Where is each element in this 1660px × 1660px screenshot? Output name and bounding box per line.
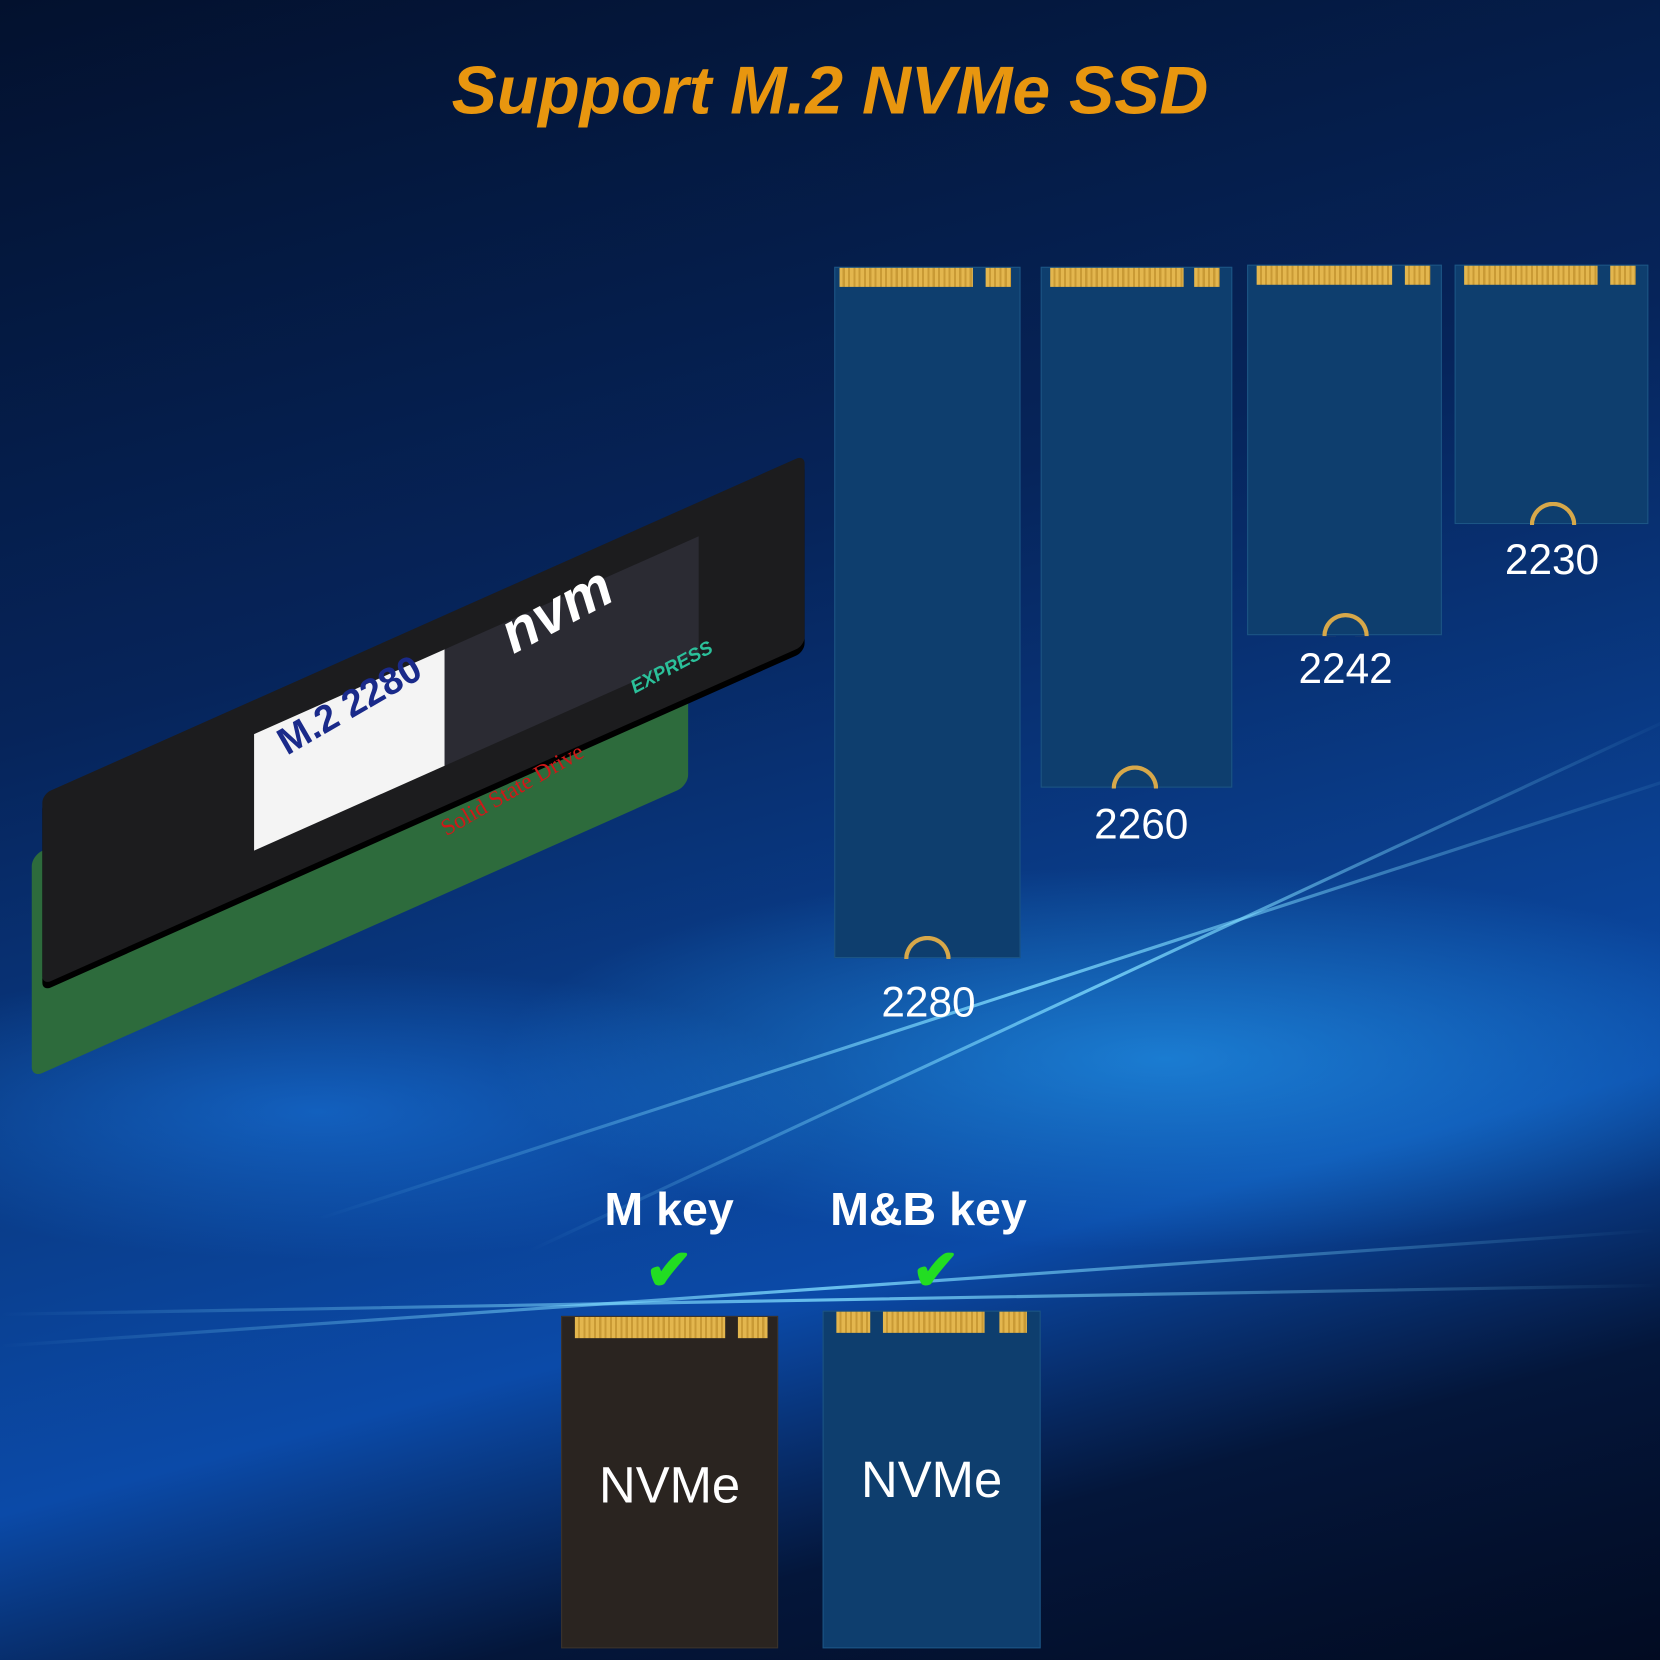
product-photo: M.2 2280 Solid State Drive nvm EXPRESS [11,454,826,1078]
check-icon: ✔ [645,1238,694,1303]
screw-notch [1322,612,1369,637]
ssd-2280-card [834,266,1021,960]
m-key-card: NVMe [561,1315,779,1649]
size-label-2230: 2230 [1504,536,1600,584]
size-label-2260: 2260 [1094,801,1189,848]
ssd-2242-card [1247,264,1442,637]
screw-notch [904,935,951,960]
check-icon: ✔ [911,1238,960,1303]
m-key-label: M key [604,1183,734,1236]
ssd-2230-card [1454,264,1649,526]
size-label-2280: 2280 [881,979,976,1026]
page-title: Support M.2 NVMe SSD [451,51,1209,129]
size-label-2242: 2242 [1298,645,1393,693]
mb-key-label: M&B key [830,1183,1027,1236]
screw-notch [1529,501,1577,526]
m-key-card-text: NVMe [599,1457,741,1514]
ssd-2260-card [1040,266,1233,789]
mb-key-card: NVMe [822,1310,1041,1649]
mb-key-card-text: NVMe [861,1452,1003,1509]
screw-notch [1111,765,1159,789]
